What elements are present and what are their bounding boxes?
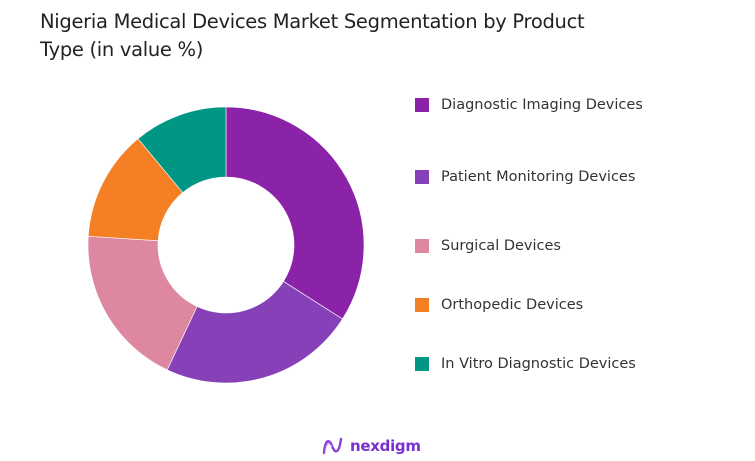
legend-item-surgical: Surgical Devices (415, 238, 561, 254)
legend-label: In Vitro Diagnostic Devices (441, 356, 636, 372)
legend-swatch-icon (415, 298, 429, 312)
donut-slice-diagnostic-imaging-devices (225, 106, 365, 320)
donut-slice-patient-monitoring-devices (166, 281, 343, 384)
legend-label: Diagnostic Imaging Devices (441, 97, 643, 113)
brand-name: nexdigm (350, 437, 421, 455)
legend-swatch-icon (415, 357, 429, 371)
legend-swatch-icon (415, 98, 429, 112)
legend-item-orthopedic: Orthopedic Devices (415, 297, 583, 313)
legend-label: Surgical Devices (441, 238, 561, 254)
legend-item-patient-monitoring: Patient Monitoring Devices (415, 169, 635, 185)
chart-title-line2: Type (in value %) (40, 38, 204, 61)
donut-slice-surgical-devices (87, 236, 198, 371)
chart-title: Nigeria Medical Devices Market Segmentat… (40, 8, 720, 64)
legend-label: Orthopedic Devices (441, 297, 584, 313)
legend-label: Patient Monitoring Devices (441, 169, 636, 185)
legend-item-diagnostic-imaging: Diagnostic Imaging Devices (415, 97, 643, 113)
nexdigm-wave-icon (322, 437, 343, 455)
brand-logo: nexdigm (322, 436, 421, 456)
chart-title-line1: Nigeria Medical Devices Market Segmentat… (40, 10, 585, 33)
legend-swatch-icon (415, 239, 429, 253)
donut-slice-in-vitro-diagnostic-devices (137, 106, 227, 194)
legend-item-in-vitro: In Vitro Diagnostic Devices (415, 356, 636, 372)
legend-swatch-icon (415, 170, 429, 184)
